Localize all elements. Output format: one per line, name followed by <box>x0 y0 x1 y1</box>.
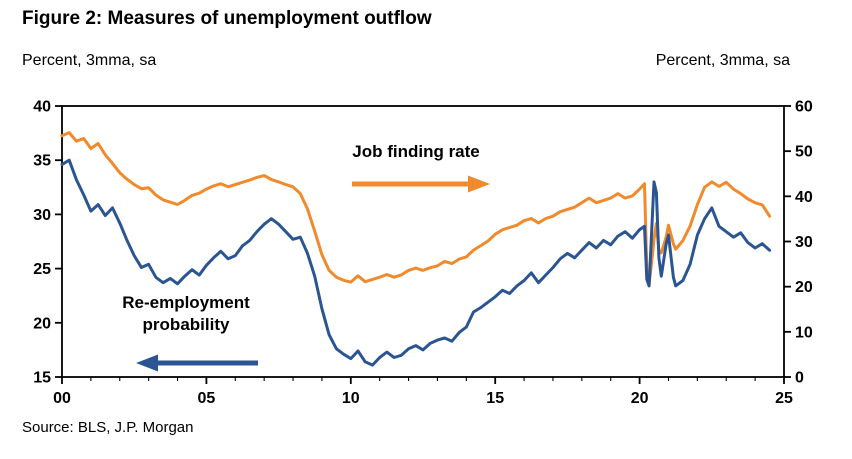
job-finding-rate-annotation: Job finding rate <box>331 141 501 163</box>
svg-text:40: 40 <box>33 99 51 116</box>
svg-text:40: 40 <box>795 189 813 206</box>
svg-text:10: 10 <box>342 390 360 407</box>
svg-text:30: 30 <box>795 234 813 251</box>
svg-text:20: 20 <box>33 315 51 332</box>
svg-text:0: 0 <box>795 370 804 387</box>
svg-text:25: 25 <box>33 261 51 278</box>
svg-text:05: 05 <box>198 390 216 407</box>
svg-text:00: 00 <box>53 390 71 407</box>
chart-title: Figure 2: Measures of unemployment outfl… <box>22 8 432 29</box>
svg-text:30: 30 <box>33 207 51 224</box>
x-axis-ticks <box>61 377 785 384</box>
svg-text:15: 15 <box>33 370 51 387</box>
reemployment-arrow-icon <box>136 354 258 372</box>
right-axis-ticks: 0 10 20 30 40 50 60 <box>784 99 813 387</box>
source-note: Source: BLS, J.P. Morgan <box>22 419 194 436</box>
svg-text:20: 20 <box>631 390 649 407</box>
svg-text:20: 20 <box>795 279 813 296</box>
svg-text:50: 50 <box>795 144 813 161</box>
svg-text:35: 35 <box>33 153 51 170</box>
svg-text:10: 10 <box>795 324 813 341</box>
left-axis-ticks: 15 20 25 30 35 40 <box>33 99 62 387</box>
right-axis-caption: Percent, 3mma, sa <box>655 52 790 69</box>
svg-text:60: 60 <box>795 99 813 116</box>
left-axis-caption: Percent, 3mma, sa <box>22 52 157 69</box>
x-axis-labels: 00 05 10 15 20 25 <box>53 390 793 407</box>
reemployment-label-line1: Re-employment <box>122 293 250 312</box>
svg-text:25: 25 <box>775 390 793 407</box>
reemployment-label-line2: probability <box>142 315 230 335</box>
reemployment-probability-line <box>60 158 772 367</box>
job-finding-arrow-icon <box>352 175 490 193</box>
job-finding-rate-label: Job finding rate <box>352 142 480 161</box>
reemployment-annotation: Re-employment probability <box>100 292 272 337</box>
svg-text:15: 15 <box>486 390 504 407</box>
